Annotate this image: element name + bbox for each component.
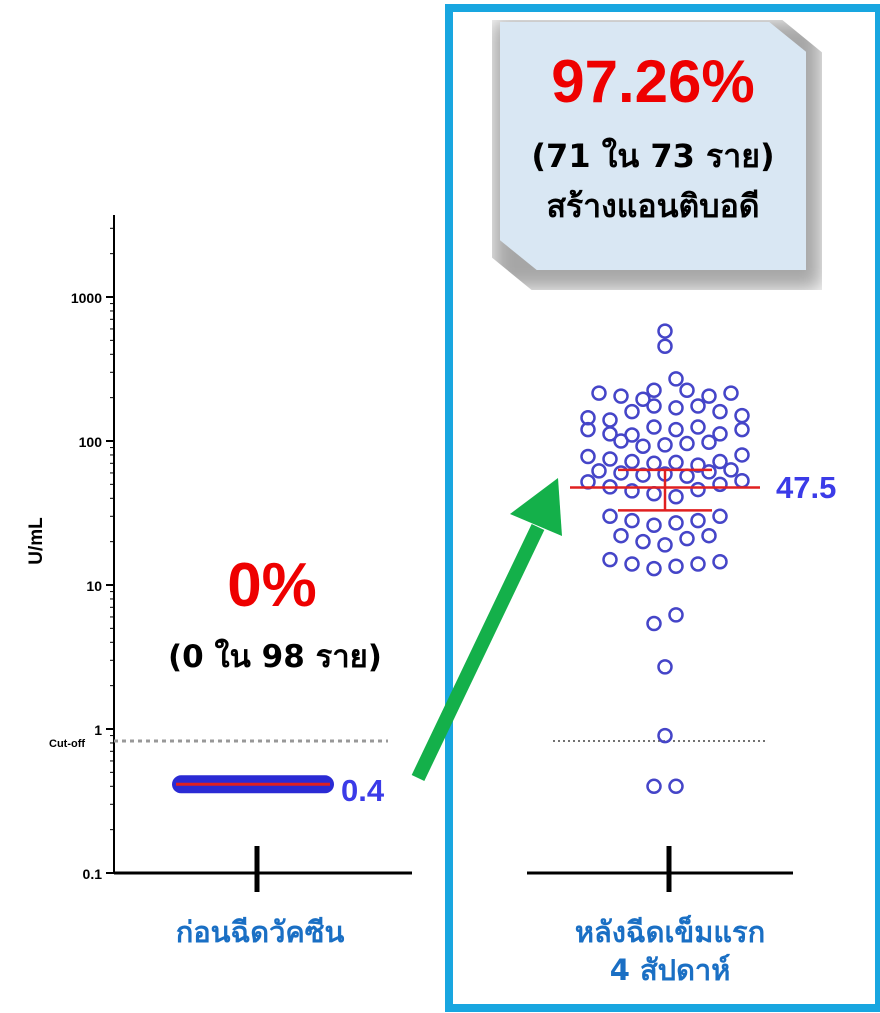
y-axis-ticks <box>106 227 114 874</box>
right-result: สร้างแอนติบอดี <box>546 187 760 225</box>
data-point <box>712 476 728 493</box>
data-point <box>701 388 717 404</box>
data-point <box>668 489 684 505</box>
data-point <box>734 421 750 438</box>
data-point <box>679 468 695 484</box>
data-point <box>646 778 662 795</box>
data-point <box>701 434 717 451</box>
data-point <box>602 451 618 467</box>
data-point <box>701 527 717 544</box>
data-point <box>668 558 684 574</box>
data-point <box>624 512 640 529</box>
category-label-after-line1: หลังฉีดเข็มแรก <box>574 915 766 949</box>
data-point <box>624 483 640 499</box>
data-point <box>657 323 673 339</box>
data-point <box>591 385 607 401</box>
left-count: (0 ใน 98 ราย) <box>168 639 382 675</box>
data-point <box>646 398 662 414</box>
y-axis-label: U/mL <box>26 517 47 565</box>
data-point <box>657 338 673 354</box>
data-point <box>602 508 618 525</box>
data-point <box>734 407 750 424</box>
data-point <box>657 537 673 553</box>
trend-arrow-shaft <box>411 523 545 782</box>
data-point <box>712 453 728 470</box>
data-point <box>679 435 695 452</box>
y-axis-tick-labels: 0.1 1 10 100 1000 <box>71 290 102 882</box>
data-point <box>635 391 651 407</box>
data-point <box>624 453 640 470</box>
right-median-label: 47.5 <box>776 470 837 505</box>
data-point <box>602 551 618 568</box>
data-point <box>668 421 684 438</box>
data-point <box>734 447 750 463</box>
data-point <box>712 508 728 525</box>
data-point <box>668 607 684 623</box>
data-point <box>701 464 717 480</box>
data-point <box>646 615 662 632</box>
data-point <box>580 421 596 438</box>
data-point <box>580 448 596 465</box>
left-percent: 0% <box>227 551 317 620</box>
category-label-before: ก่อนฉีดวัคซีน <box>175 915 345 949</box>
y-tick-label: 10 <box>86 578 102 594</box>
data-point <box>734 472 750 489</box>
right-group-points <box>580 323 750 795</box>
data-point <box>690 512 706 529</box>
data-point <box>668 371 684 387</box>
data-point <box>668 515 684 531</box>
data-point <box>635 533 651 550</box>
data-point <box>646 486 662 502</box>
data-point <box>690 398 706 414</box>
data-point <box>690 457 706 473</box>
data-point <box>668 454 684 471</box>
y-tick-label: 1 <box>94 722 102 738</box>
data-point <box>613 465 629 481</box>
right-group-median-ci <box>570 468 760 512</box>
highlight-frame <box>445 4 880 1012</box>
y-tick-label: 0.1 <box>83 866 103 882</box>
data-point <box>613 388 629 404</box>
data-point <box>646 455 662 472</box>
data-point <box>712 554 728 570</box>
data-point <box>657 437 673 453</box>
data-point <box>624 403 640 420</box>
data-point <box>646 419 662 435</box>
data-point <box>668 778 684 795</box>
data-point <box>690 481 706 498</box>
data-point <box>602 412 618 428</box>
data-point <box>591 463 607 479</box>
left-median-label: 0.4 <box>341 773 385 808</box>
trend-arrow-head <box>510 478 562 536</box>
right-percent: 97.26% <box>551 48 755 115</box>
data-point <box>602 426 618 442</box>
data-point <box>690 419 706 435</box>
y-tick-label: 1000 <box>71 290 102 306</box>
data-point <box>723 385 739 401</box>
data-point <box>690 556 706 572</box>
data-point <box>712 426 728 442</box>
data-point <box>723 462 739 478</box>
category-label-after-line2: 4 สัปดาห์ <box>609 952 731 987</box>
cutoff-label: Cut-off <box>49 738 85 750</box>
data-point <box>613 527 629 544</box>
data-point <box>646 560 662 577</box>
data-point <box>712 403 728 420</box>
data-point <box>635 467 651 483</box>
category-label-after: หลังฉีดเข็มแรก 4 สัปดาห์ <box>530 914 810 989</box>
data-point <box>657 727 673 744</box>
right-count: (71 ใน 73 ราย) <box>531 137 775 175</box>
data-point <box>657 659 673 675</box>
data-point <box>646 382 662 399</box>
data-point <box>679 382 695 399</box>
result-callout: 97.26% (71 ใน 73 ราย) สร้างแอนติบอดี <box>500 22 806 270</box>
data-point <box>635 438 651 454</box>
data-point <box>624 556 640 572</box>
data-point <box>613 433 629 449</box>
data-point <box>679 530 695 547</box>
data-point <box>668 400 684 416</box>
data-point <box>646 517 662 533</box>
y-tick-label: 100 <box>79 434 103 450</box>
